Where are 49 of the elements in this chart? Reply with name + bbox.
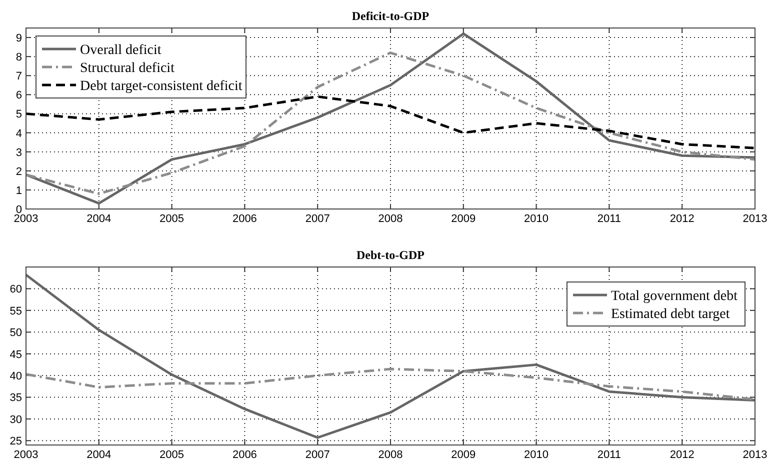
y-tick-label: 50 bbox=[10, 327, 22, 340]
x-tick-label: 2004 bbox=[86, 213, 112, 225]
y-tick-label: 30 bbox=[10, 414, 22, 426]
y-tick-label: 9 bbox=[16, 32, 22, 45]
x-tick-label: 2010 bbox=[524, 213, 549, 225]
y-tick-label: 1 bbox=[16, 184, 22, 197]
line-series bbox=[24, 274, 756, 439]
legend-label: Debt target-consistent deficit bbox=[80, 79, 242, 94]
legend-label: Overall deficit bbox=[80, 43, 162, 58]
x-tick-label: 2012 bbox=[670, 213, 694, 225]
x-tick-label: 2009 bbox=[451, 449, 476, 461]
y-tick-label: 4 bbox=[16, 128, 22, 140]
y-tick-label: 40 bbox=[10, 370, 22, 383]
x-tick-label: 2005 bbox=[160, 213, 184, 225]
x-tick-label: 2013 bbox=[742, 449, 768, 461]
y-tick-label: 60 bbox=[10, 284, 22, 296]
x-tick-label: 2005 bbox=[160, 449, 184, 461]
legend-label: Structural deficit bbox=[80, 61, 175, 76]
x-tick-label: 2003 bbox=[14, 449, 38, 461]
x-tick-label: 2008 bbox=[378, 213, 403, 225]
x-tick-label: 2012 bbox=[670, 449, 694, 461]
y-tick-label: 8 bbox=[16, 52, 22, 64]
x-tick-label: 2013 bbox=[742, 213, 768, 225]
line-series bbox=[24, 95, 756, 150]
y-tick-label: 7 bbox=[16, 70, 22, 83]
y-tick-label: 25 bbox=[10, 436, 22, 448]
y-tick-label: 3 bbox=[16, 146, 22, 159]
x-tick-label: 2011 bbox=[597, 213, 622, 225]
x-tick-label: 2006 bbox=[232, 449, 257, 461]
line-series bbox=[24, 32, 756, 205]
legend-label: Estimated debt target bbox=[611, 307, 730, 322]
chart-title: Deficit-to-GDP bbox=[352, 9, 430, 23]
x-tick-label: 2007 bbox=[305, 213, 330, 225]
x-tick-label: 2007 bbox=[305, 449, 330, 461]
y-tick-label: 6 bbox=[16, 90, 22, 102]
y-tick-label: 2 bbox=[16, 166, 22, 178]
chart-title: Debt-to-GDP bbox=[356, 248, 424, 262]
y-tick-label: 45 bbox=[10, 348, 22, 361]
x-tick-label: 2008 bbox=[378, 449, 403, 461]
x-tick-label: 2010 bbox=[524, 449, 549, 461]
y-tick-label: 55 bbox=[10, 305, 22, 318]
x-tick-label: 2011 bbox=[597, 449, 622, 461]
y-tick-label: 5 bbox=[16, 108, 22, 121]
x-tick-label: 2006 bbox=[232, 213, 257, 225]
x-tick-label: 2004 bbox=[86, 449, 112, 461]
legend-label: Total government debt bbox=[611, 289, 738, 304]
y-tick-label: 35 bbox=[10, 392, 22, 404]
x-tick-label: 2003 bbox=[14, 213, 38, 225]
x-tick-label: 2009 bbox=[451, 213, 476, 225]
